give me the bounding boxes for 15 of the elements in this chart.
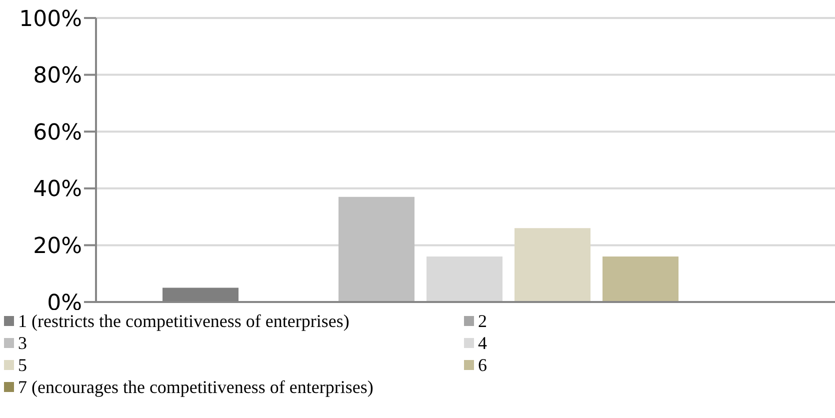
- bar: [426, 256, 503, 302]
- y-tick-label: 20%: [33, 234, 82, 260]
- legend-label: 3: [18, 332, 27, 354]
- bar: [602, 256, 679, 302]
- y-tick-label: 60%: [33, 120, 82, 146]
- bar: [338, 196, 415, 302]
- y-tick-label: 80%: [33, 64, 82, 89]
- legend-label: 2: [478, 310, 487, 332]
- y-tick-label: 100%: [19, 6, 82, 32]
- legend-label: 7 (encourages the competitiveness of enterprises): [18, 376, 374, 398]
- legend-label: 6: [478, 354, 487, 376]
- legend-label: 4: [478, 332, 487, 354]
- legend-label: 5: [18, 354, 27, 376]
- y-tick-label: 40%: [33, 177, 82, 202]
- bar: [514, 228, 591, 302]
